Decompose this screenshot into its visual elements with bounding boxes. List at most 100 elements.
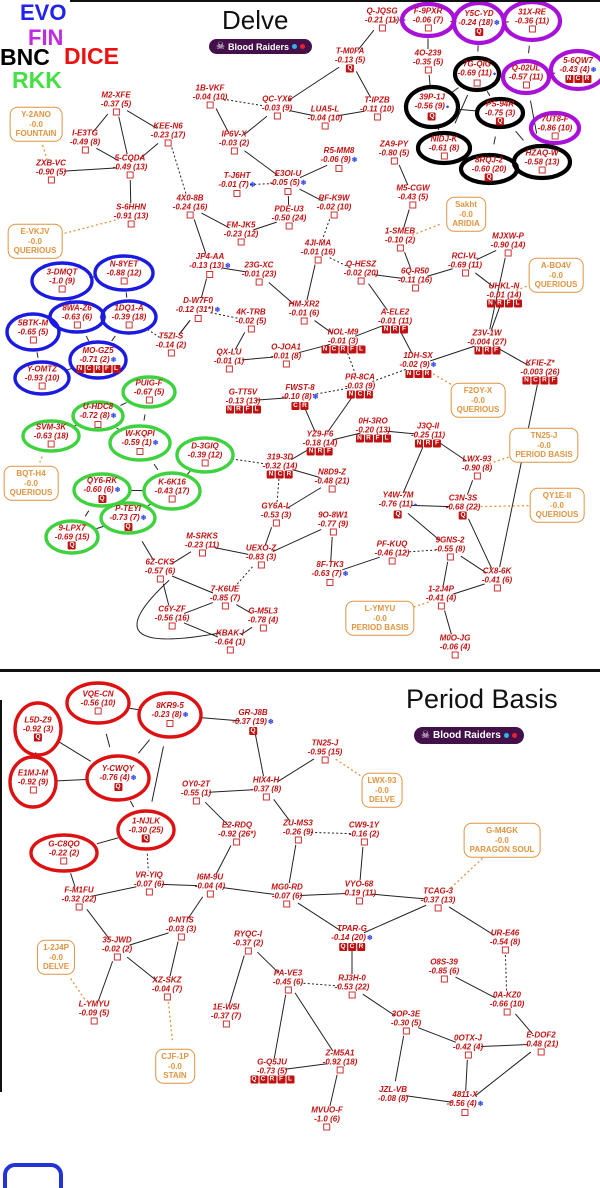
badge-Q: Q: [97, 495, 106, 503]
system-value: -0.86 (10): [537, 123, 573, 133]
alliance-ring-purple: [528, 110, 582, 146]
system-value: -0.01 (11): [377, 316, 413, 326]
marker-row: [272, 222, 307, 232]
badge-C: C: [276, 470, 284, 479]
marker-row: [134, 396, 164, 406]
badge-F: F: [348, 345, 356, 354]
red-dot-icon: [299, 44, 305, 49]
system-value: -0.66 (10): [489, 999, 525, 1009]
marker-row: [176, 315, 221, 324]
system-node-N8D9-Z: N8D9-Z -0.48 (21): [315, 468, 349, 495]
system-name: PF-KUQ: [376, 539, 408, 549]
marker-row: [349, 838, 379, 848]
system-node-31X-RE: 31X-RE -0.36 (11): [515, 8, 549, 35]
route-line: [170, 551, 192, 565]
region-box-system: TN25-J: [530, 430, 558, 440]
legend-fin: FIN: [28, 25, 64, 50]
system-name: NOL-M9: [327, 327, 359, 337]
system-name: Q-HESZ: [345, 259, 377, 269]
route-line: [312, 387, 348, 396]
marker-row: [145, 575, 175, 585]
system-node-N-8YET: N-8YET -0.88 (12): [107, 260, 141, 287]
sov-marker: [440, 975, 448, 983]
route-line: [453, 583, 485, 595]
system-name: QC-YX6: [262, 94, 292, 104]
route-line: [200, 278, 208, 298]
route-line: [476, 250, 497, 260]
alliance-ring-green: [175, 436, 235, 474]
route-line: [233, 566, 253, 589]
route-line: [97, 961, 114, 1001]
legend-dice: DICE: [64, 43, 119, 69]
system-name: JZL-VB: [378, 1085, 407, 1094]
badge-Q: Q: [142, 834, 150, 843]
marker-row: [215, 646, 245, 656]
region-box-system: CJF-1P: [161, 1051, 189, 1061]
system-value: -0.24 (16): [172, 202, 208, 212]
legend-rkk: RKK: [12, 67, 62, 93]
sov-marker: [283, 900, 291, 908]
route-line: [304, 408, 316, 432]
badge-N: N: [225, 405, 234, 414]
region-box-A-BO4V: A-BO4V -0.0 QUERIOUS: [528, 257, 584, 293]
route-line: [92, 113, 109, 133]
system-name: PUIG-F: [135, 378, 163, 388]
region-box-system: A-BO4V: [540, 260, 572, 270]
snowflake-icon: ❄: [214, 307, 221, 314]
system-node-39P-1J: 39P-1J -0.56 (9)● Q: [415, 93, 449, 122]
system-value: -0.67 (5): [133, 387, 165, 397]
system-value: -0.73 (5): [256, 1066, 288, 1076]
system-node-HM-XR2: HM-XR2 -0.01 (6): [289, 300, 319, 327]
system-name: RF-K9W: [318, 193, 350, 203]
marker-row: [155, 495, 190, 505]
system-name: Q-JQSG: [366, 6, 398, 16]
snowflake-icon: ❄: [224, 263, 231, 270]
system-node-HIX4-H: HIX4-H -0.37 (8): [251, 776, 281, 803]
badge-N: N: [404, 370, 413, 378]
system-name: A-ELE2: [380, 307, 410, 317]
route-line: [327, 396, 353, 433]
route-line: [96, 525, 104, 530]
system-name: CX8-6K: [482, 566, 512, 576]
system-node-TCAG-3: TCAG-3 -0.37 (13): [421, 887, 455, 914]
system-node-4K-TRB: 4K-TRB -0.02 (5): [236, 308, 266, 335]
system-value: -0.22 (2): [48, 848, 80, 858]
system-name: UR-E46: [490, 928, 520, 938]
route-line: [292, 469, 320, 478]
system-name: 7G-QIG: [462, 59, 491, 69]
system-node-M5-CGW: M5-CGW -0.43 (5): [396, 184, 430, 211]
alliance-ring-red: [29, 833, 99, 873]
route-line: [314, 320, 333, 334]
marker-row: [398, 284, 432, 294]
system-value: -0.02 (5): [235, 316, 267, 326]
route-line: [91, 886, 137, 897]
region-box-LWX-93: LWX-93 -0.0 DELVE: [361, 772, 403, 808]
system-node-KFIE-Z*: KFIE-Z* -0.003 (26) N C R F: [520, 359, 560, 386]
marker-row: Q: [23, 733, 53, 743]
marker-row: [446, 1109, 483, 1118]
sov-marker: [451, 651, 459, 659]
system-value: -0.26 (9): [282, 827, 314, 837]
marker-row: [242, 278, 277, 288]
system-node-TPAR-G: TPAR-G -0.14 (20)❄ Q C R: [331, 924, 373, 952]
system-node-T-J6HT: T-J6HT -0.01 (7)❄: [218, 171, 256, 199]
badge-Q: Q: [339, 943, 347, 951]
marker-row: [308, 756, 343, 766]
system-name: 3-DMQT: [46, 267, 78, 277]
badge-R: R: [424, 439, 432, 448]
route-line: [294, 992, 334, 1052]
system-node-3-DMQT: 3-DMQT -1.0 (9): [46, 267, 78, 295]
system-node-U-HDC8: U-HDC8 -0.72 (8)❄: [79, 402, 117, 430]
system-name: NIDJ-K: [430, 134, 458, 144]
badge-N: N: [564, 75, 573, 83]
marker-row: [248, 624, 278, 634]
sov-marker: [357, 277, 365, 285]
route-line: [297, 902, 342, 932]
system-node-8F-TK3: 8F-TK3 -0.63 (7)❄: [311, 560, 349, 588]
system-name: G-C8QO: [48, 839, 80, 849]
snowflake-icon: ❄: [590, 67, 597, 74]
system-name: 8KR9-5: [156, 701, 184, 710]
